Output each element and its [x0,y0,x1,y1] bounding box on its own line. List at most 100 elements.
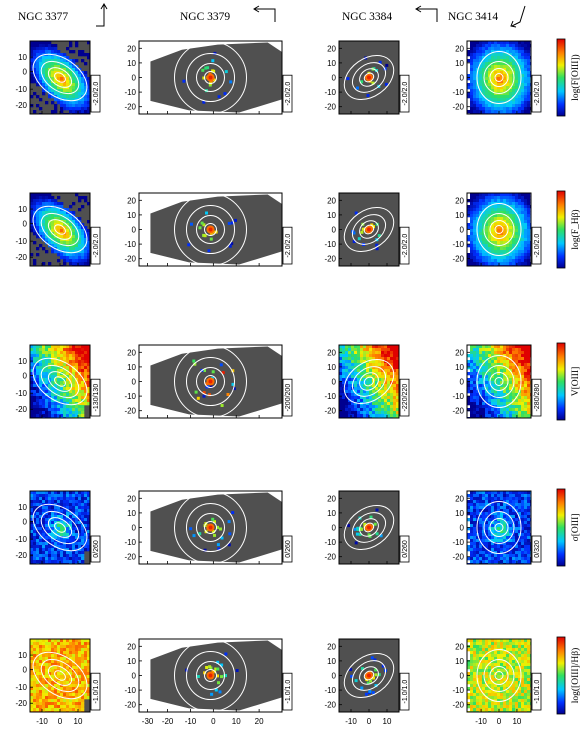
isophote-contours [476,355,522,408]
y-tick-label: 10 [455,657,464,666]
y-tick-label: 0 [132,524,137,533]
x-tick-label: -10 [36,717,48,726]
isophote-contours [32,357,88,406]
isophote-contours [476,649,522,702]
emission-pixels [347,508,383,545]
x-tick-label: 10 [74,717,83,726]
y-tick-label: 10 [455,363,464,372]
y-tick-label: 0 [132,226,137,235]
y-tick-label: 20 [455,196,464,205]
y-tick-label: 0 [23,666,28,675]
orientation-arrow-ngc3414 [510,5,526,28]
y-tick-label: -10 [452,392,464,401]
map-panel-r1-ngc3377: 10 0 -10 -20 -2.0/2.0 [15,40,101,115]
y-tick-label: -10 [452,538,464,547]
isophote-contours [343,359,395,404]
y-tick-label: 0 [132,672,137,681]
y-tick-label: 20 [127,494,136,503]
title-ngc3384: NGC 3384 [342,11,392,23]
colorbar-gradient [556,38,566,117]
y-tick-label: 20 [455,348,464,357]
x-tick-label: 10 [383,717,392,726]
map-panel-r4-ngc3414: 20 10 0 -10 -20 0/320 [452,490,542,565]
x-tick-label: -20 [162,717,174,726]
y-tick-label: -10 [324,88,336,97]
colorbar-gradient [556,636,566,715]
emission-map [30,41,90,114]
map-panel-r2-ngc3384: 20 10 0 -10 -20 -2.0/2.0 [324,192,410,267]
y-tick-label: -20 [452,255,464,264]
range-box [531,226,542,265]
range-box [399,378,410,417]
y-tick-label: -10 [124,686,136,695]
emission-pixels [182,51,233,104]
x-tick-label: 0 [367,717,372,726]
y-tick-label: -10 [452,686,464,695]
map-panel-r5-ngc3414: 20 10 0 -10 -20 -10 0 10 -1.0/1.0 [452,638,542,726]
y-tick-label: -10 [15,389,27,398]
map-panel-r2-ngc3377: 10 0 -10 -20 -2.0/2.0 [15,192,101,267]
y-tick-label: 0 [332,524,337,533]
range-label: -2.0/2.0 [93,234,100,258]
y-tick-label: -20 [15,101,27,110]
y-tick-label: -10 [15,237,27,246]
y-tick-label: 0 [460,226,465,235]
x-tick-label: 0 [497,717,502,726]
isophote-contours [32,53,88,102]
isophote-contours [32,651,88,700]
emission-pixels [187,211,237,253]
y-tick-label: 10 [18,503,27,512]
range-label: 0/260 [402,540,409,558]
isophote-contours [343,55,395,100]
isophote-contours [343,505,395,550]
emission-map [467,491,531,564]
colorbar-r3: V[OIII] [556,342,581,421]
y-tick-label: 20 [127,44,136,53]
emission-map [30,345,90,418]
y-tick-label: 0 [332,74,337,83]
y-tick-label: 20 [327,348,336,357]
y-tick-label: -20 [452,701,464,710]
colorbar-column: log(F[OIII]) log(F_Hβ) V[OIII] σ[OIII] log([… [556,38,581,715]
y-tick-label: -20 [452,103,464,112]
emission-pixels [351,211,381,251]
y-tick-label: 20 [455,44,464,53]
y-tick-label: -20 [324,103,336,112]
y-tick-label: -10 [124,88,136,97]
map-panel-r3-ngc3384: 20 10 0 -10 -20 -220/220 [324,344,410,419]
map-panel-r4-ngc3377: 10 0 -10 -20 0/260 [15,490,101,565]
y-tick-label: -20 [324,407,336,416]
range-label: 0/320 [534,540,541,558]
y-tick-label: 10 [127,509,136,518]
map-panel-r3-ngc3379: 20 10 0 -10 -20 -200/200 [124,344,293,419]
range-label: -200/200 [285,384,292,412]
range-box [282,535,293,563]
colorbar-label: log([OIII]/Hβ) [570,648,581,703]
emission-map [30,639,90,712]
y-tick-label: 0 [460,524,465,533]
y-tick-label: 10 [127,363,136,372]
range-box [90,672,101,711]
emission-pixels [192,359,236,407]
emission-map [467,345,531,418]
y-tick-label: 20 [127,642,136,651]
y-tick-label: -20 [124,255,136,264]
y-tick-label: -20 [124,553,136,562]
colorbar-r4: σ[OIII] [556,488,581,567]
y-tick-label: -20 [15,551,27,560]
range-box [90,74,101,113]
y-tick-label: 20 [327,196,336,205]
colorbar-label: log(F[OIII]) [570,54,581,100]
x-tick-label: 20 [255,717,264,726]
y-tick-label: 0 [460,378,465,387]
y-tick-label: 20 [127,196,136,205]
colorbar-r1: log(F[OIII]) [556,38,581,117]
map-panel-r2-ngc3414: 20 10 0 -10 -20 -2.0/2.0 [452,192,542,267]
map-panel-r3-ngc3414: 20 10 0 -10 -20 -280/280 [452,344,542,419]
x-tick-label: 0 [211,717,216,726]
range-label: -2.0/2.0 [534,234,541,258]
y-tick-label: -20 [15,253,27,262]
range-box [90,378,101,417]
map-panel-r2-ngc3379: 20 10 0 -10 -20 -2.0/2.0 [124,192,293,267]
